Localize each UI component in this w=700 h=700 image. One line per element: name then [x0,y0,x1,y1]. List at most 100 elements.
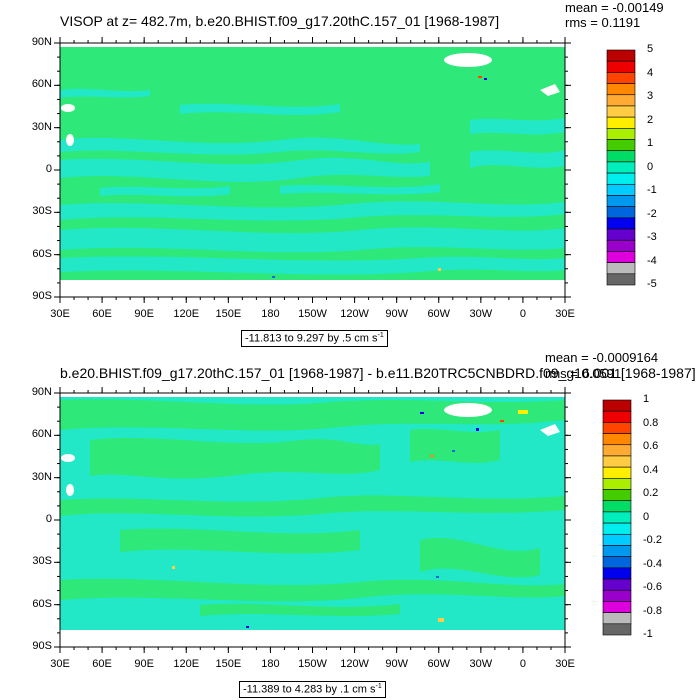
panel2-arctic [60,393,565,397]
panel1-colorbar-swatch [606,150,636,163]
panel1-greenland [444,53,492,67]
panel2-colorbar-swatch [602,455,632,468]
panel1-colorbar-swatch [606,195,636,207]
panel1-speckles [272,76,487,278]
panel2-colorbar-swatch [602,500,632,513]
panel1-colorbar-label: 2 [647,113,654,126]
panel2-lat-label: 0 [45,513,52,525]
panel1-islands [61,84,560,146]
panel1-lon-label: 90W [385,308,408,320]
panel1-lon-label: 120E [173,308,200,320]
panel2-colorbar-swatch [602,533,632,546]
panel2-colorbar-label: 0.8 [643,416,659,429]
panel1-equatorial-bands [60,88,565,182]
panel1-colorbar-label: 4 [647,66,654,79]
panel2-lon-label: 30E [50,658,70,670]
panel2-colorbar-swatch [602,612,632,625]
panel1-colorbar-swatch [606,206,636,219]
panel2-ticks [54,387,571,653]
panel1-colorbar-swatch [606,183,636,196]
panel2-colorbar-swatch [602,623,632,636]
panel1-arctic [60,43,565,47]
panel1-colorbar-swatch [606,161,636,174]
panel1-colorbar-swatch [606,139,636,152]
panel2-colorbar-swatch [602,422,632,434]
panel2-rms: rms = 0.0591 [545,366,622,381]
panel1-lat-label: 60N [31,78,52,91]
panel1-lon-label: 30E [50,308,70,320]
panel2-colorbar-swatch [602,399,632,412]
panel1-ticks [54,37,571,303]
panel1-rms: rms = 0.1191 [565,15,641,30]
panel1-colorbar-swatch [606,105,636,118]
panel2-lon-label: 30E [555,658,575,670]
panel2-range-box: -11.389 to 4.283 by .1 cm s-1 [239,681,386,698]
panel1-lon-label: 60W [427,308,451,320]
panel1-lat-label: 90N [31,36,52,48]
panel1-lat-label: 0 [45,163,52,175]
panel2-colorbar-swatch [602,522,632,535]
panel2-land [60,393,565,417]
panel1-lat-label: 60S [32,247,52,260]
panel2-lon-label: 180 [261,658,280,670]
panel1-lat-label: 30S [32,205,52,218]
panel1-lon-label: 30E [555,308,575,320]
panel1-colorbar-label: 3 [647,90,654,102]
panel2-lon-label: 150E [215,658,242,670]
panel1-range-exp: -1 [377,332,384,339]
panel2-colorbar-swatch [602,466,632,479]
panel1-colorbar-swatch [606,239,636,252]
panel1-colorbar-swatch [606,262,636,275]
panel1-colorbar-swatch [606,49,636,62]
panel2-range-text: -11.389 to 4.283 by .1 cm s [243,683,376,696]
panel1-mean: mean = -0.00149 [565,0,664,15]
panel1-colorbar-swatch [606,273,636,286]
panel1-lon-label: 90E [134,308,154,320]
panel2-colorbar-label: 0 [643,510,650,523]
panel2-mean: mean = -0.0009164 [545,350,659,365]
panel2-colorbar-swatch [602,511,632,524]
panel1-colorbar-swatch [606,172,636,185]
panel1-colorbar-label: 0 [647,160,654,173]
panel1-lon-label: 30W [469,308,493,320]
panel1-range-box: -11.813 to 9.297 by .5 cm s-1 [241,330,388,347]
panel2-colorbar-swatch [602,410,632,423]
panel1-lon-label: 60E [92,308,112,320]
panel2-colorbar-swatch [602,567,632,580]
panel2-map [60,393,565,630]
panel2-colorbar-label: 1 [643,393,650,405]
panel2-colorbar-swatch [602,478,632,490]
panel2-colorbar-swatch [602,433,632,446]
panel2-colorbar-label: 0.6 [643,440,659,452]
panel2-colorbar-swatch [602,545,632,557]
panel2-green-regions [60,399,565,616]
panel2-colorbar-swatch [602,578,632,591]
panel1-colorbar-swatch [606,217,636,230]
panel1-lon-label: 150E [215,308,242,320]
panel2-colorbar-swatch [602,489,632,502]
panel2-lat-label: 90N [31,386,52,398]
panel1-colorbar-swatch [606,228,636,241]
panel1-map [60,43,565,280]
panel1-land [60,43,565,67]
panel1-colorbar-swatch [606,116,636,129]
panel2-greenland [444,403,492,417]
panel2-lon-label: 60E [92,658,112,670]
panel2-colorbar-swatch [602,556,632,569]
panel2-lat-label: 60S [32,597,52,610]
panel2-lat-label: 30N [31,470,52,483]
panel2-colorbar-swatch [602,589,632,602]
panel1-title: VISOP at z= 482.7m, b.e20.BHIST.f09_g17.… [60,13,500,29]
panel1-colorbar-label: -2 [647,207,657,220]
panel1-colorbar-label: 1 [647,137,654,149]
panel2-lat-label: 60N [31,428,52,441]
panel1-colorbar-label: -3 [647,231,657,243]
panel2-colorbar-label: 0.4 [643,463,659,476]
panel1-colorbar-swatch [606,72,636,84]
panel2-colorbar-swatch [602,444,632,457]
panel2-lat-label: 90S [32,640,52,652]
panel1-lon-label: 0 [519,308,526,320]
panel1-lat-label: 30N [31,120,52,133]
panel2-lon-label: 0 [519,658,526,670]
